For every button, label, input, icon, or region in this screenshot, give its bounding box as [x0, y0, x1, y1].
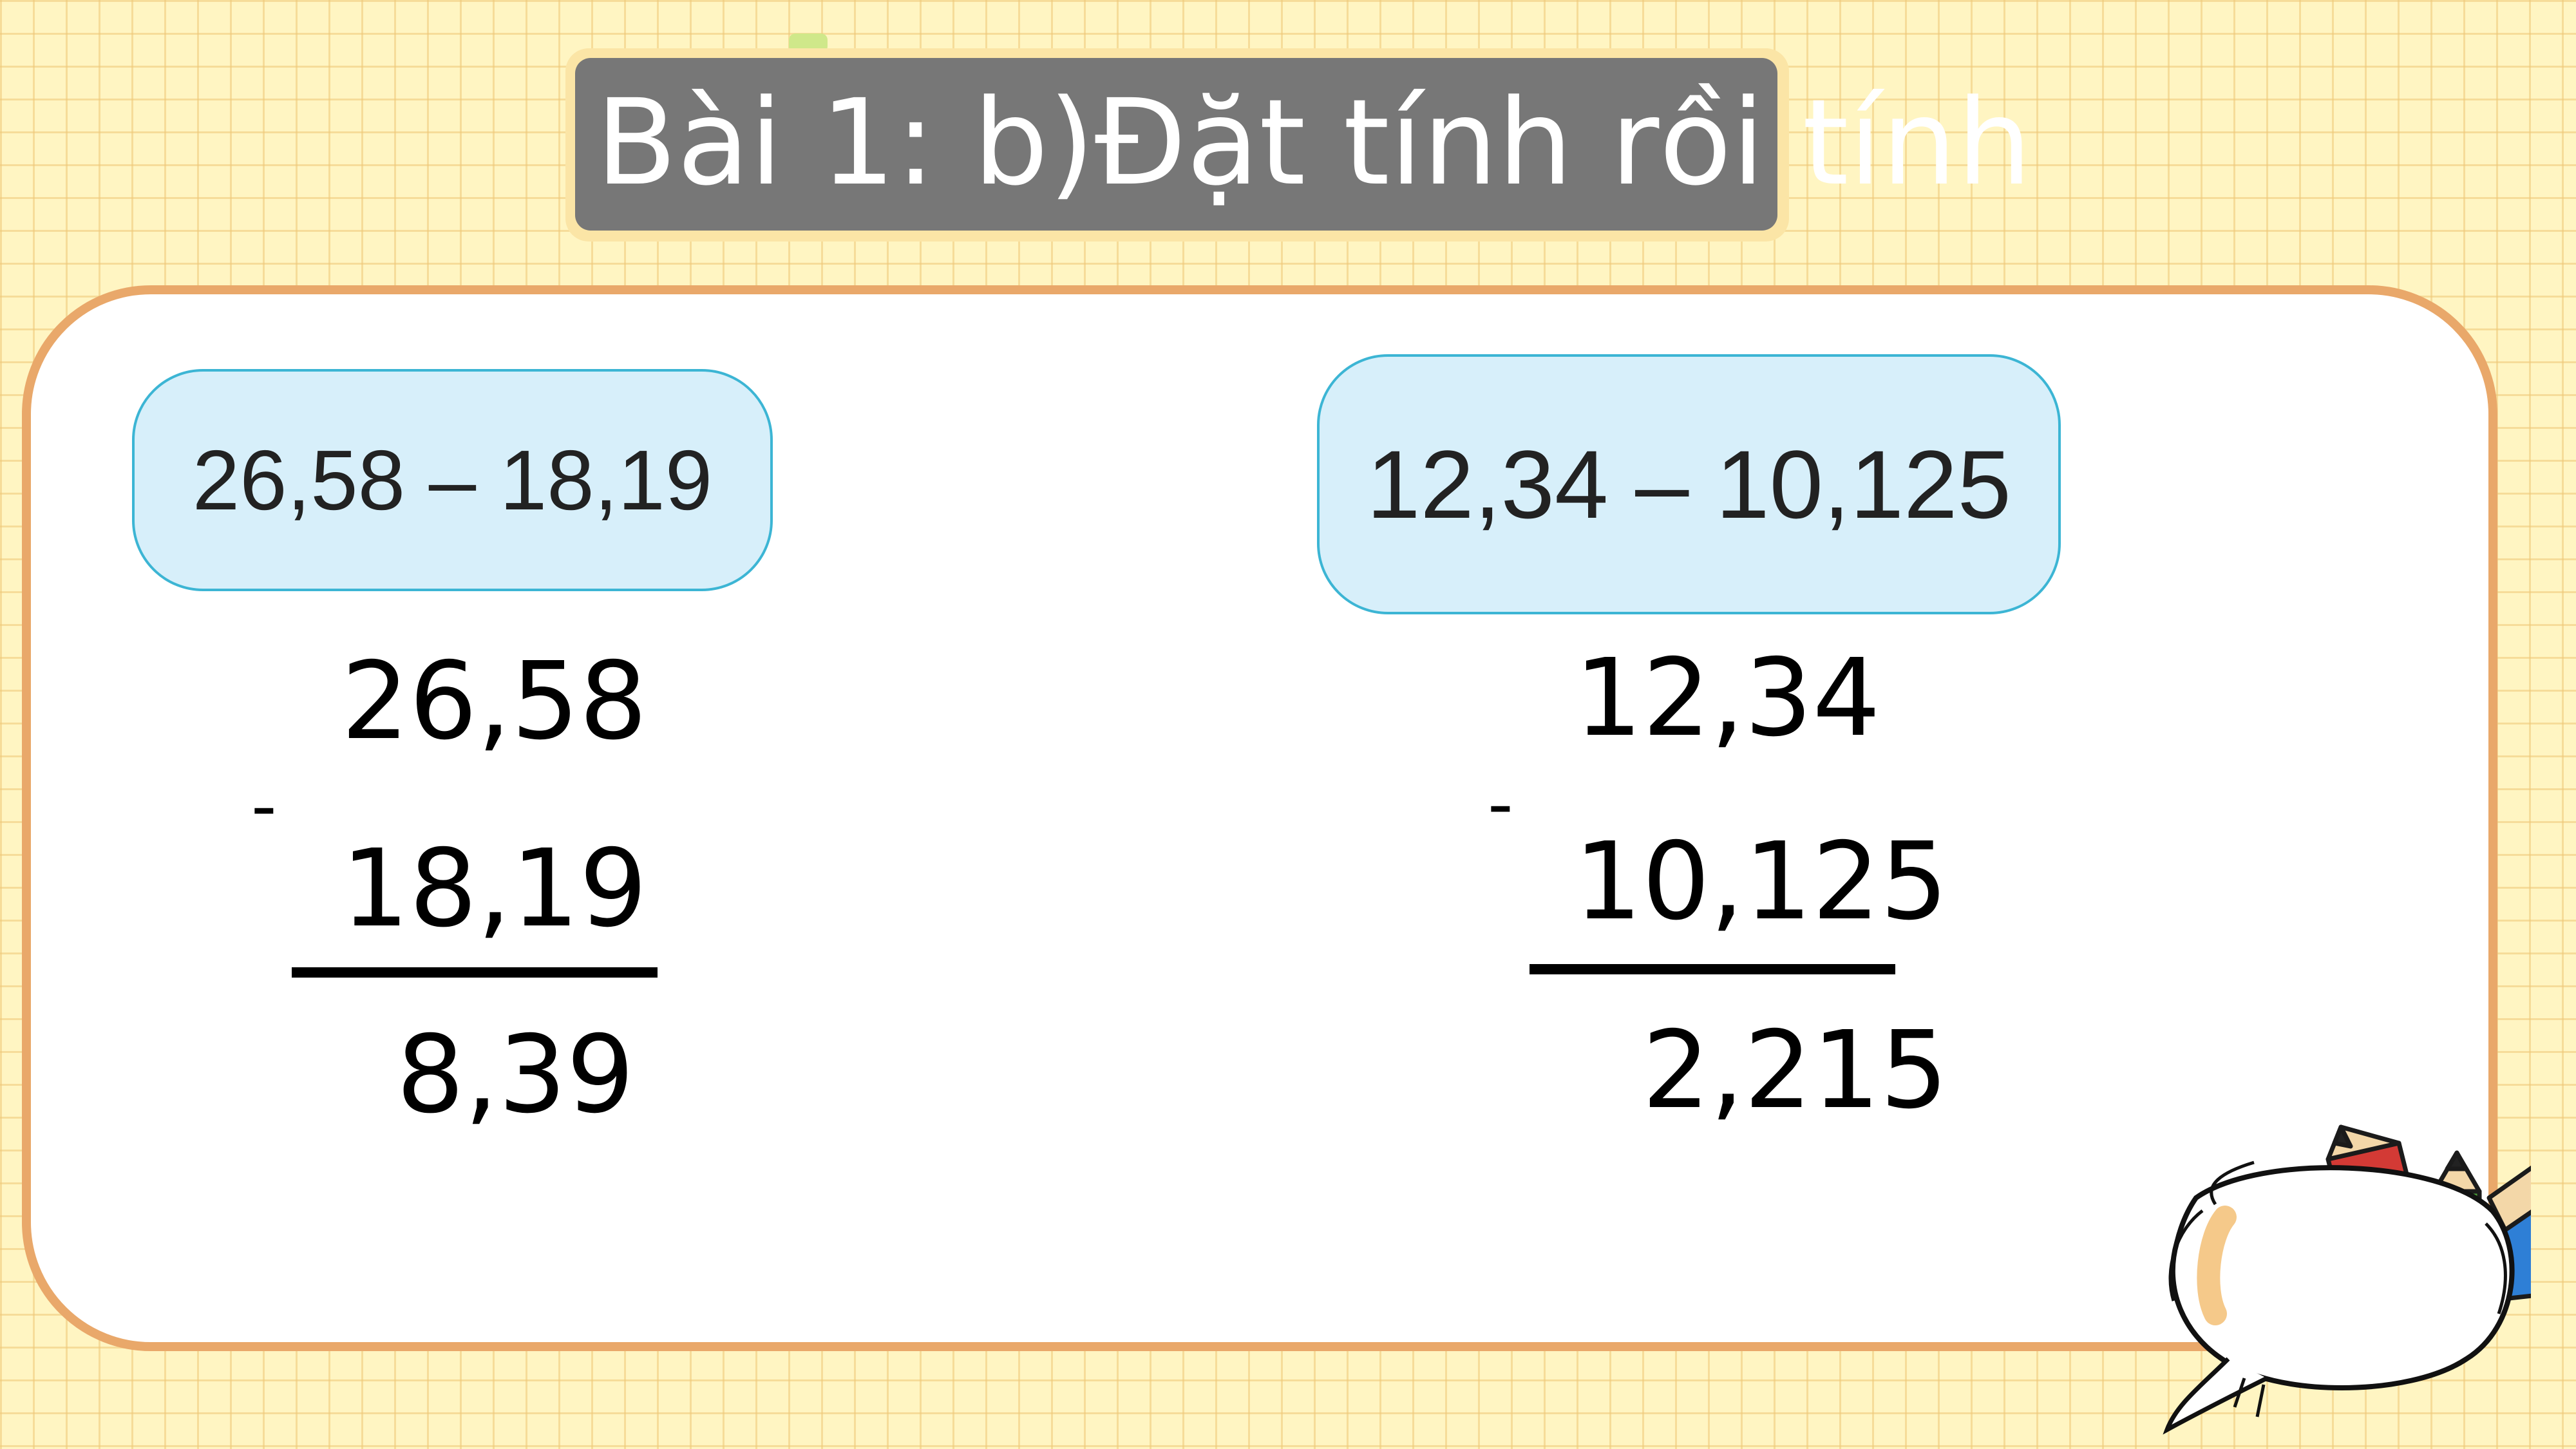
page-title: Bài 1: b)Đặt tính rồi tính [596, 74, 2032, 212]
exercise-1-result: 8,39 [396, 1013, 634, 1137]
exercise-2-result: 2,215 [1642, 1009, 1948, 1133]
exercise-1-operator: - [251, 764, 277, 847]
title-box [575, 58, 1777, 231]
pencils-speech-bubble-icon [2106, 1087, 2531, 1435]
exercise-1-minuend: 26,58 [341, 639, 647, 764]
exercise-2-result-line [1530, 964, 1895, 974]
exercise-2-operator: - [1488, 762, 1513, 845]
exercise-2-minuend: 12,34 [1574, 636, 1880, 761]
exercise-1-result-line [292, 967, 658, 978]
exercise-2-subtrahend: 10,125 [1574, 820, 1948, 944]
exercise-1-prompt: 26,58 – 18,19 [132, 369, 773, 591]
exercise-2-prompt: 12,34 – 10,125 [1317, 354, 2061, 614]
exercise-1-subtrahend: 18,19 [341, 827, 647, 951]
